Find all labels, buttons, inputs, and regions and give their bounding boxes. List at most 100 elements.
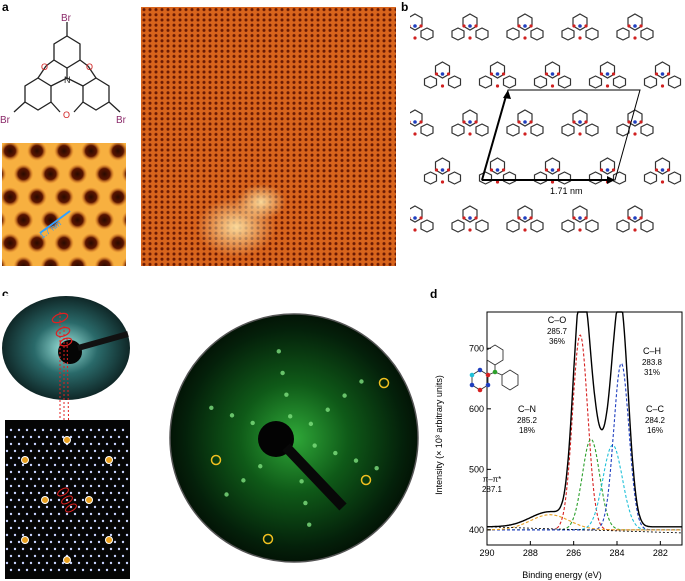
sim-spot (41, 456, 45, 460)
sim-spot (113, 526, 117, 530)
sim-spot (61, 505, 65, 509)
sim-spot (81, 568, 85, 572)
y-tick-label: 400 (469, 525, 484, 535)
sim-spot (61, 519, 65, 523)
sim-spot (85, 519, 89, 523)
panel-d-letter: d (430, 287, 438, 301)
network-molecule (451, 109, 489, 137)
sim-spot (93, 519, 97, 523)
sim-primary-spot (63, 556, 71, 564)
sim-spot (113, 512, 117, 516)
network-molecule (643, 157, 682, 185)
sim-spot (45, 533, 49, 537)
sim-spot (93, 561, 97, 565)
sim-spot (33, 512, 37, 516)
sim-spot (117, 491, 121, 495)
sim-spot (17, 512, 21, 516)
sim-spot (121, 568, 125, 572)
stm-pore (2, 211, 7, 229)
sim-spot (49, 526, 53, 530)
leed-spot (333, 450, 338, 456)
network-molecule (643, 61, 682, 89)
leed-spot (280, 370, 285, 376)
leed-spot (241, 478, 246, 483)
sim-spot (93, 477, 97, 481)
sim-spot (101, 519, 105, 523)
sim-spot (117, 449, 121, 453)
network-molecule (410, 205, 434, 233)
sim-spot (57, 470, 61, 474)
sim-spot (41, 428, 45, 432)
br-label-top: Br (61, 13, 72, 24)
sim-spot (77, 533, 81, 537)
sim-spot (25, 442, 29, 446)
sim-spot (25, 526, 29, 530)
sim-spot (25, 484, 29, 488)
stm-pore (2, 143, 20, 161)
sim-spot (93, 505, 97, 509)
leed-spot (288, 414, 293, 419)
sim-spot (61, 463, 65, 467)
sim-spot (101, 505, 105, 509)
sim-spot (113, 456, 117, 460)
x-tick-label: 286 (566, 548, 581, 558)
sim-spot (77, 561, 81, 565)
sim-spot (29, 491, 33, 495)
sim-spot (25, 554, 29, 558)
stm-pore (54, 187, 74, 207)
sim-spot (77, 449, 81, 453)
leed-spot (312, 443, 317, 448)
sim-spot (117, 505, 121, 509)
sim-spot (33, 484, 37, 488)
sim-spot (89, 568, 93, 572)
sim-primary-spot (21, 456, 29, 464)
leed-spot (307, 522, 312, 527)
sim-spot (97, 470, 101, 474)
stm-pore (2, 165, 7, 183)
sim-spot (109, 547, 113, 551)
sim-spot (81, 428, 85, 432)
panel-b-letter: b (401, 0, 409, 14)
sim-spot (73, 456, 77, 460)
x-tick-label: 284 (609, 548, 624, 558)
leed-spot (299, 479, 304, 484)
stm-pore (81, 233, 101, 253)
sim-spot (29, 477, 33, 481)
sim-spot (45, 449, 49, 453)
leed-spot (229, 413, 235, 418)
sim-spot (85, 449, 89, 453)
network-molecule (506, 205, 544, 233)
sim-spot (89, 484, 93, 488)
network-molecule (533, 61, 572, 89)
sim-spot (37, 533, 41, 537)
sim-spot (69, 435, 73, 439)
network-molecule (533, 157, 572, 185)
leed-spot (303, 500, 308, 506)
sim-spot (117, 435, 121, 439)
sim-spot (73, 512, 77, 516)
sim-spot (61, 561, 65, 565)
peak-ch-percent: 31% (644, 368, 660, 377)
sim-spot (61, 533, 65, 537)
sim-spot (93, 435, 97, 439)
sim-spot (53, 561, 57, 565)
stm-pore (54, 143, 74, 161)
stm-pore (13, 164, 34, 184)
sim-spot (9, 526, 13, 530)
sim-spot (93, 463, 97, 467)
sim-spot (85, 491, 89, 495)
peak-pi-name: π–π* (483, 475, 502, 484)
br-label-left: Br (0, 115, 11, 126)
sim-spot (9, 540, 13, 544)
leed-small-image (0, 296, 132, 400)
network-molecule (506, 13, 544, 41)
leed-spot (353, 458, 359, 463)
sim-spot (9, 498, 13, 502)
sim-spot (37, 547, 41, 551)
sim-spot (125, 463, 129, 467)
sim-spot (77, 463, 81, 467)
peak-co-energy: 285.7 (547, 327, 568, 336)
component-π–π* (487, 514, 682, 531)
sim-spot (41, 540, 45, 544)
envelope-curve (486, 311, 682, 528)
